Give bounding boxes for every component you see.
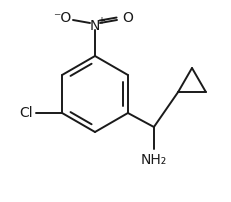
Text: O: O: [123, 11, 134, 25]
Text: ⁻O: ⁻O: [53, 11, 71, 25]
Text: +: +: [97, 16, 105, 26]
Text: N: N: [90, 19, 100, 33]
Text: NH₂: NH₂: [141, 153, 167, 167]
Text: Cl: Cl: [19, 106, 33, 120]
